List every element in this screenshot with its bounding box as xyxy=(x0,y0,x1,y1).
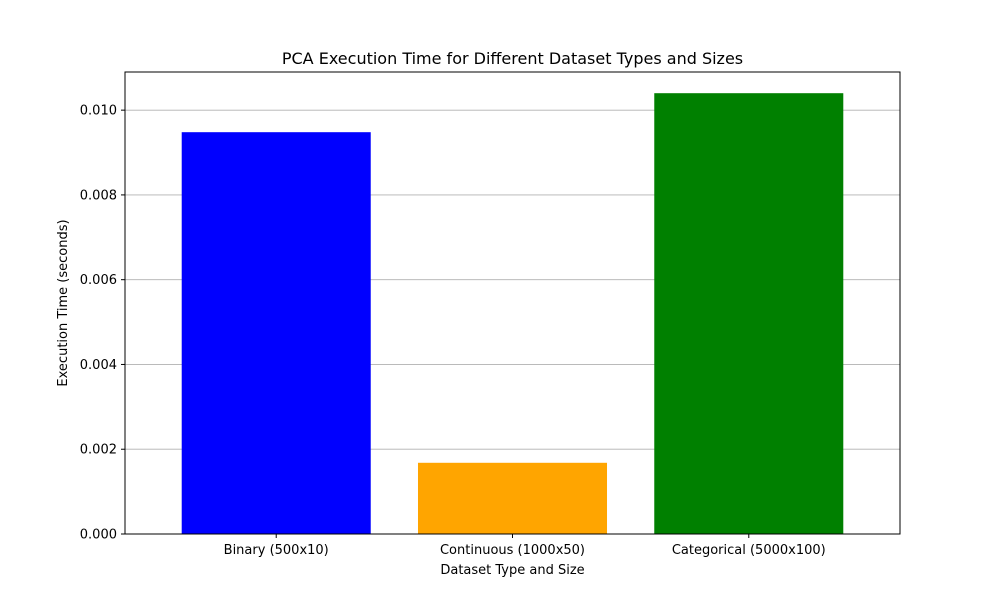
bar xyxy=(417,462,608,534)
chart-title: PCA Execution Time for Different Dataset… xyxy=(282,49,743,68)
bar xyxy=(181,132,371,535)
bar xyxy=(654,93,844,534)
y-axis-label: Execution Time (seconds) xyxy=(56,219,71,386)
x-tick-label: Binary (500x10) xyxy=(224,543,329,558)
x-axis-ticks: Binary (500x10) Continuous (1000x50) Categ… xyxy=(224,534,826,558)
y-axis-ticks: 0.000 0.002 0.004 0.006 0.008 0.010 xyxy=(80,104,125,543)
y-tick-label: 0.004 xyxy=(80,358,117,373)
x-tick-label: Categorical (5000x100) xyxy=(672,543,826,558)
x-axis-label: Dataset Type and Size xyxy=(440,563,584,578)
y-tick-label: 0.008 xyxy=(80,188,117,203)
y-tick-label: 0.006 xyxy=(80,273,117,288)
x-tick-label: Continuous (1000x50) xyxy=(440,543,585,558)
y-tick-label: 0.010 xyxy=(80,104,117,119)
bars xyxy=(181,93,844,535)
y-tick-label: 0.002 xyxy=(80,443,117,458)
y-tick-label: 0.000 xyxy=(80,528,117,543)
